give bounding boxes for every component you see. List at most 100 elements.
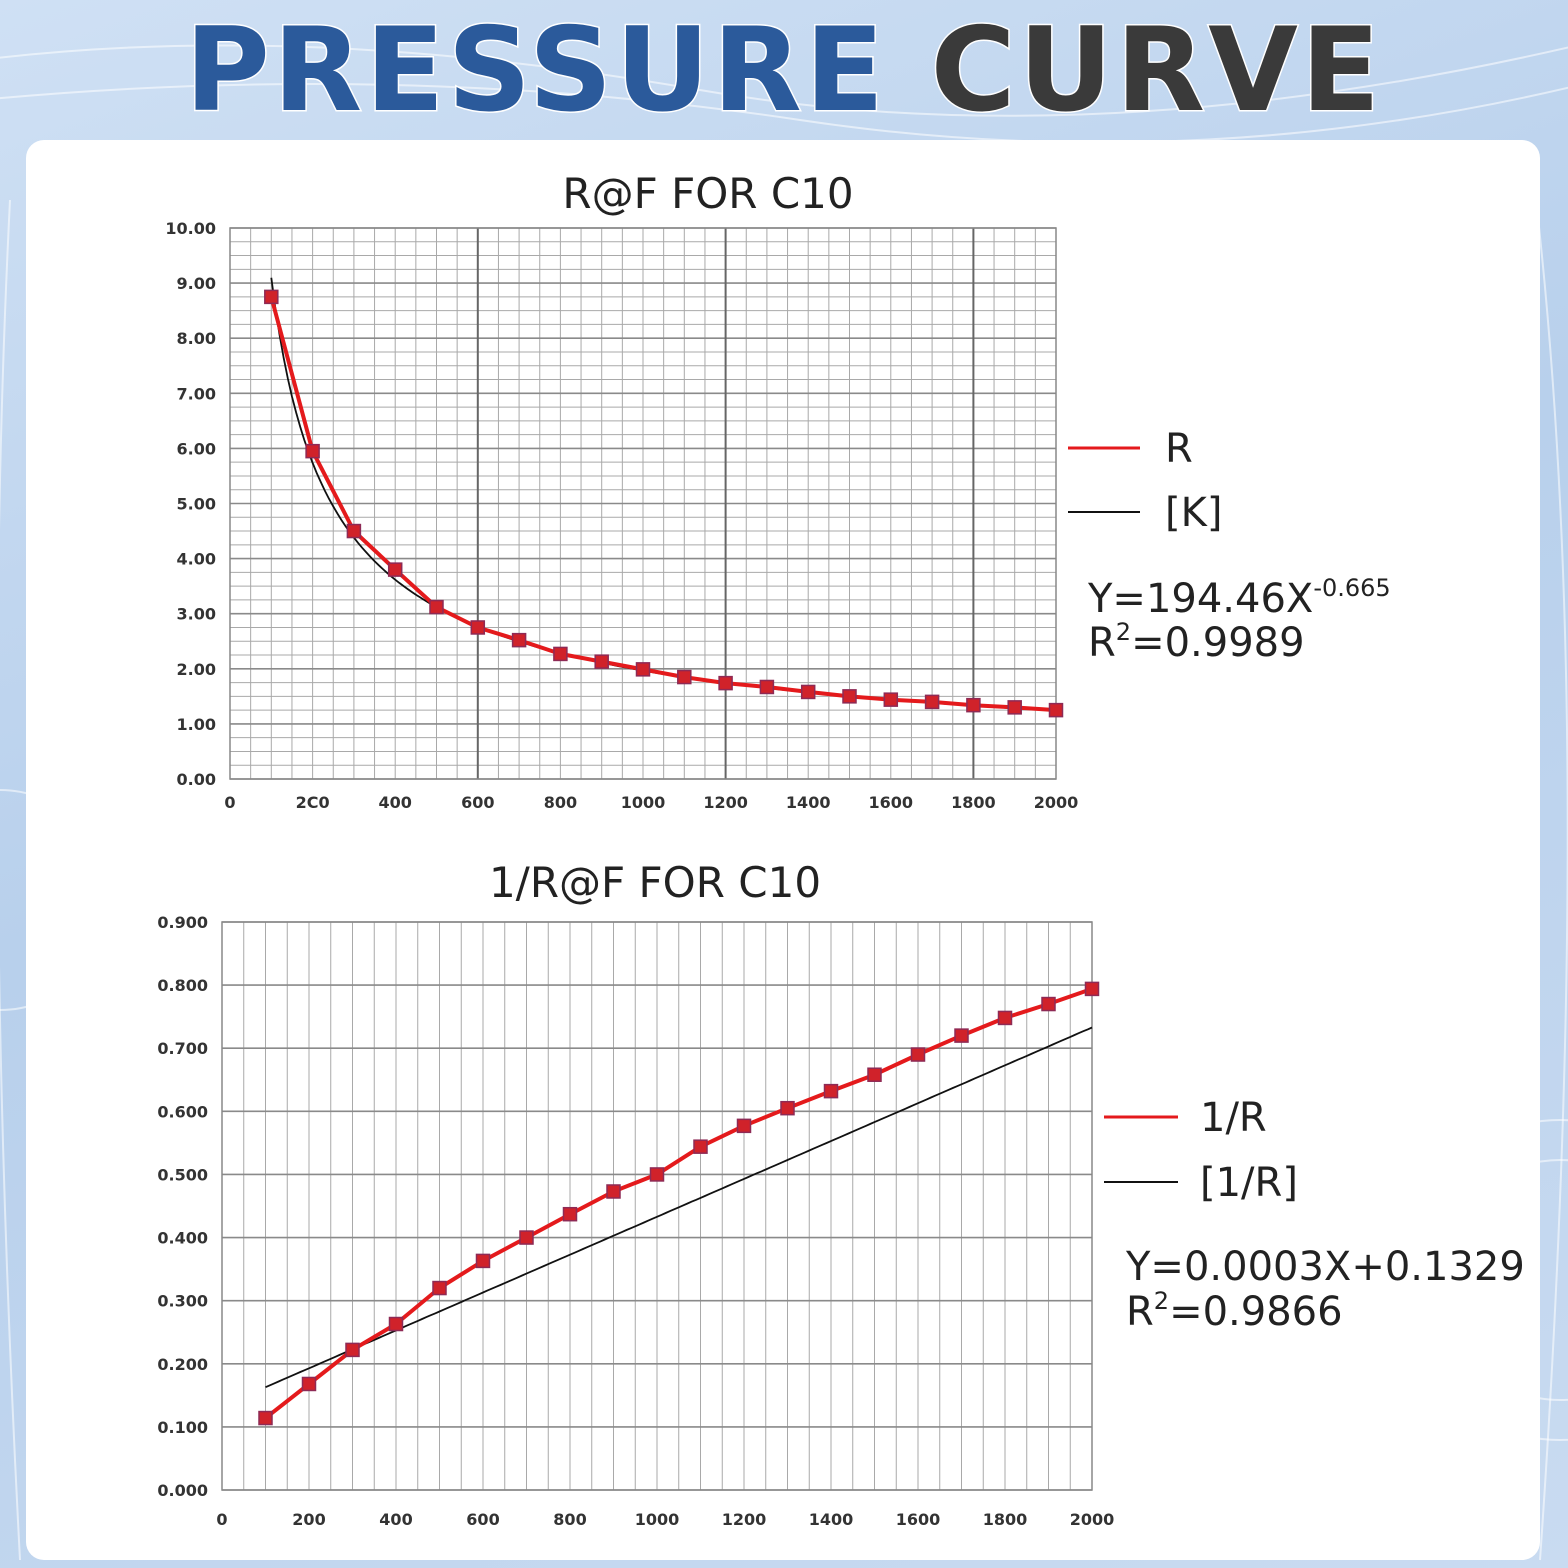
x-tick-label: 1200 (722, 1510, 767, 1529)
data-point (759, 679, 775, 695)
data-point (388, 1316, 404, 1332)
data-point (635, 662, 651, 677)
chart-card (26, 140, 1540, 1560)
y-tick-label: 0.300 (157, 1292, 208, 1311)
y-tick-label: 0.600 (157, 1102, 208, 1121)
x-tick-label: 200 (292, 1510, 325, 1529)
r-squared-value: =0.9989 (1131, 620, 1304, 666)
x-tick-label: 1000 (635, 1510, 680, 1529)
y-tick-label: 2.00 (177, 660, 216, 679)
y-tick-label: 6.00 (177, 439, 216, 458)
data-point (954, 1028, 969, 1043)
grid (221, 921, 1093, 1491)
data-point (301, 1376, 317, 1392)
data-point (519, 1230, 534, 1245)
r-squared-symbol: R (1088, 620, 1116, 666)
grid (229, 227, 1057, 780)
data-point (924, 694, 940, 710)
data-point (1041, 996, 1056, 1012)
y-tick-label: 0.00 (177, 770, 216, 789)
data-point (842, 689, 857, 704)
legend-label-series: 1/R (1200, 1095, 1267, 1141)
y-tick-label: 0.100 (157, 1418, 208, 1437)
x-tick-label: 400 (379, 1510, 412, 1529)
y-tick-label: 5.00 (177, 495, 216, 514)
data-point (606, 1184, 621, 1199)
equation-exponent: -0.665 (1313, 574, 1390, 602)
data-point (910, 1047, 926, 1062)
data-point (553, 646, 568, 662)
data-point (823, 1083, 839, 1099)
data-point (429, 599, 444, 615)
r-squared-label: R2=0.9989 (1088, 618, 1305, 666)
data-point (677, 669, 692, 685)
equation-label: Y=0.0003X+0.1329 (1125, 1244, 1525, 1290)
data-point (264, 289, 279, 305)
data-point (718, 675, 733, 691)
y-tick-label: 8.00 (177, 329, 216, 348)
x-tick-label: 0 (224, 793, 235, 812)
chart-1: R@F FOR C10 0 2C0 400 600 800 1000 1200 1400 1600… (165, 169, 1390, 812)
x-tick-label: 2C0 (296, 793, 330, 812)
data-point (345, 1342, 360, 1358)
y-tick-label: 9.00 (177, 274, 216, 293)
r-squared-exponent: 2 (1154, 1287, 1169, 1315)
equation-base: Y=194.46X (1087, 576, 1313, 622)
x-tick-label: 800 (544, 793, 577, 812)
x-tick-label: 1000 (621, 793, 666, 812)
x-tick-label: 600 (466, 1510, 499, 1529)
y-tick-label: 4.00 (177, 550, 216, 569)
y-tick-label: 0.400 (157, 1229, 208, 1248)
chart-title: 1/R@F FOR C10 (489, 858, 821, 907)
legend-label-fit: [1/R] (1200, 1160, 1298, 1206)
fit-line (265, 1026, 1093, 1389)
y-tick-label: 1.00 (177, 715, 216, 734)
y-tick-label: 10.00 (165, 219, 216, 238)
x-tick-label: 1200 (703, 793, 748, 812)
x-tick-label: 1800 (951, 793, 996, 812)
data-point (387, 562, 403, 577)
y-tick-label: 0.500 (157, 1165, 208, 1184)
data-point (693, 1139, 708, 1154)
data-point (258, 1410, 273, 1426)
page-title: PRESSURE CURVE (0, 4, 1568, 137)
data-point (1048, 702, 1064, 718)
data-point (562, 1206, 578, 1222)
y-tick-label: 0.900 (157, 913, 208, 932)
chart-title: R@F FOR C10 (562, 169, 853, 218)
r-squared-value: =0.9866 (1169, 1289, 1342, 1335)
y-tick-label: 0.700 (157, 1039, 208, 1058)
data-point (867, 1067, 882, 1082)
x-tick-label: 1600 (869, 793, 914, 812)
chart-2: 1/R@F FOR C10 0 200 400 600 800 1000 1200 1400 16… (157, 858, 1524, 1529)
data-point (649, 1167, 665, 1182)
equation-base: Y=0.0003X+0.1329 (1125, 1244, 1525, 1290)
data-point (736, 1118, 752, 1134)
y-tick-label: 0.800 (157, 976, 208, 995)
data-point (997, 1010, 1013, 1026)
x-tick-label: 2000 (1070, 1510, 1115, 1529)
x-tick-label: 1600 (896, 1510, 941, 1529)
y-tick-label: 3.00 (177, 605, 216, 624)
legend-label-series: R (1165, 426, 1193, 472)
x-tick-label: 1800 (983, 1510, 1028, 1529)
x-tick-label: 800 (553, 1510, 586, 1529)
x-tick-label: 2000 (1034, 793, 1079, 812)
x-tick-label: 1400 (786, 793, 831, 812)
equation-label: Y=194.46X-0.665 (1087, 574, 1391, 622)
plot-frame (229, 227, 1057, 780)
data-point (432, 1280, 447, 1296)
data-point (800, 684, 816, 700)
r-squared-exponent: 2 (1116, 618, 1131, 646)
x-tick-label: 0 (216, 1510, 227, 1529)
data-point (475, 1253, 491, 1269)
data-point (1084, 981, 1100, 997)
plot-frame (221, 921, 1093, 1491)
data-point (594, 654, 609, 669)
y-tick-label: 0.200 (157, 1355, 208, 1374)
data-point (346, 523, 362, 539)
r-squared-label: R2=0.9866 (1126, 1287, 1343, 1335)
y-tick-label: 7.00 (177, 384, 216, 403)
data-point (511, 632, 527, 648)
